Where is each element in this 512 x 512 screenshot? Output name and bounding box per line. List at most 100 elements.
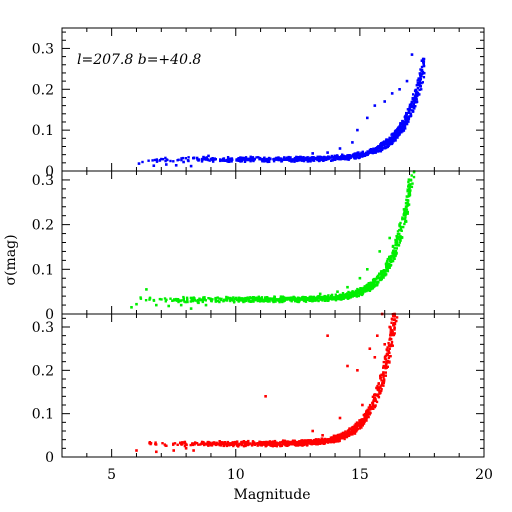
data-point	[301, 441, 304, 445]
data-point	[399, 124, 402, 128]
data-point	[395, 247, 398, 250]
data-point	[192, 449, 195, 452]
data-point	[355, 295, 358, 298]
data-point	[383, 355, 387, 359]
data-point	[381, 382, 384, 385]
panels: 00.10.20.300.10.20.300.10.20.35 10 15 20	[32, 27, 493, 483]
dense-points-panel-3	[148, 313, 399, 448]
data-point	[346, 295, 349, 298]
data-point	[324, 297, 327, 301]
data-point	[393, 130, 397, 133]
data-point	[420, 65, 424, 69]
data-point	[264, 445, 267, 448]
data-point	[410, 102, 413, 106]
data-point	[360, 154, 363, 157]
data-point	[371, 148, 374, 151]
data-point	[155, 443, 158, 446]
data-point	[182, 298, 185, 302]
data-point	[237, 445, 240, 448]
data-point	[237, 443, 241, 447]
data-point	[344, 435, 347, 438]
data-point	[218, 443, 221, 446]
data-point	[360, 426, 363, 429]
data-point	[266, 298, 269, 301]
data-point	[411, 182, 414, 185]
data-point	[278, 298, 281, 301]
data-point	[392, 323, 395, 326]
data-point	[235, 440, 238, 444]
data-point	[245, 298, 248, 301]
data-point	[388, 266, 391, 269]
data-point	[381, 270, 384, 273]
data-point	[275, 157, 278, 161]
data-point	[361, 403, 364, 407]
data-point	[248, 298, 251, 301]
data-point	[268, 440, 272, 444]
data-point	[291, 296, 294, 300]
data-point	[310, 296, 313, 300]
data-point	[309, 442, 313, 445]
data-point	[355, 425, 358, 428]
data-point	[304, 298, 307, 301]
data-point	[380, 388, 383, 391]
data-point	[216, 299, 220, 302]
data-point	[351, 426, 354, 429]
data-point	[392, 333, 396, 337]
data-point	[148, 442, 151, 445]
data-point	[289, 296, 292, 299]
data-point	[389, 136, 393, 140]
data-point	[240, 160, 244, 163]
data-point	[375, 147, 378, 151]
data-point	[198, 298, 201, 302]
data-point	[320, 437, 323, 440]
data-point	[416, 94, 419, 98]
data-point	[407, 120, 410, 123]
data-point	[376, 146, 379, 149]
data-point	[260, 299, 263, 303]
data-point	[358, 427, 362, 430]
data-point	[353, 294, 356, 297]
data-point	[374, 277, 377, 281]
data-point	[400, 229, 403, 232]
data-point	[319, 155, 322, 159]
data-point	[189, 164, 193, 168]
data-point	[374, 404, 377, 407]
data-point	[386, 346, 389, 349]
data-point	[312, 298, 315, 301]
data-point	[249, 300, 252, 303]
data-point	[189, 307, 193, 310]
data-point	[371, 279, 375, 282]
panel-3: 0 0.1 0.2 0.3	[32, 312, 485, 466]
data-point	[173, 442, 177, 445]
data-point	[354, 424, 357, 427]
data-point	[189, 443, 192, 447]
data-point	[373, 405, 377, 409]
data-point	[388, 262, 391, 266]
data-point	[352, 291, 355, 294]
data-point	[339, 293, 343, 297]
data-point	[391, 344, 394, 347]
data-point	[232, 443, 236, 446]
data-point	[361, 420, 365, 423]
data-point	[391, 255, 394, 258]
data-point	[413, 107, 416, 110]
data-point	[169, 159, 172, 163]
data-point	[383, 343, 386, 346]
data-point	[415, 92, 418, 95]
data-point	[233, 300, 236, 303]
data-point	[405, 79, 409, 83]
data-point	[189, 300, 192, 303]
data-point	[343, 294, 346, 298]
data-point	[405, 205, 408, 209]
data-point	[308, 439, 311, 442]
data-point	[262, 160, 265, 163]
data-point	[267, 299, 270, 302]
data-point	[177, 299, 181, 302]
data-point	[415, 98, 418, 101]
data-point	[321, 157, 324, 160]
data-point	[314, 157, 318, 161]
data-point	[380, 142, 383, 145]
data-point	[317, 157, 320, 160]
data-point	[361, 424, 364, 427]
data-point	[421, 72, 424, 76]
